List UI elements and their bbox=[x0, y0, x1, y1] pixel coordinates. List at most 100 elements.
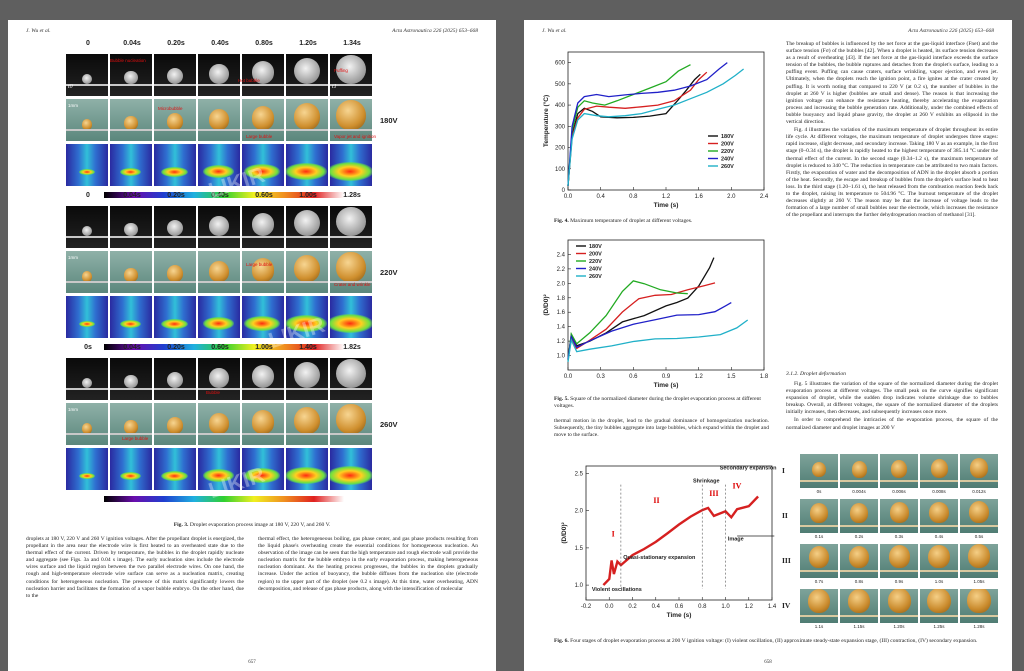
color-droplet-image bbox=[286, 99, 328, 141]
electrode-wire bbox=[330, 129, 372, 131]
grayscale-droplet-image bbox=[66, 54, 108, 96]
droplet-image-tile bbox=[880, 499, 918, 533]
thermal-image bbox=[286, 448, 328, 490]
image-time-label: 0.1s bbox=[814, 534, 824, 539]
color-droplet-image bbox=[330, 251, 372, 293]
grayscale-droplet-image bbox=[154, 54, 196, 96]
series-line bbox=[567, 64, 691, 186]
droplet-shape bbox=[166, 112, 184, 130]
electrode-wire bbox=[330, 388, 372, 390]
thermal-image bbox=[110, 448, 152, 490]
color-droplet-image bbox=[154, 403, 196, 445]
scale-bar-label: 1mm bbox=[68, 407, 78, 412]
droplet-shape bbox=[848, 545, 870, 569]
electrode-wire bbox=[198, 388, 240, 390]
annotation-puffing: Puffing bbox=[334, 68, 348, 73]
grayscale-droplet-image bbox=[110, 54, 152, 96]
electrode-wire bbox=[880, 615, 918, 617]
droplet-shape bbox=[244, 316, 281, 331]
figure-4-caption-text: Maximum temperature of droplet at differ… bbox=[570, 218, 693, 224]
annotation-secondary-expansion: Secondary expansion bbox=[720, 466, 777, 472]
figure-6-chart: -0.2 0.0 0.2 0.4 0.6 0.8 1.0 1.2 1.4 1.0 1.5 2.0 2.5… bbox=[561, 465, 777, 619]
droplet-image-tile bbox=[920, 499, 958, 533]
x-axis-title: Time (s) bbox=[654, 382, 679, 389]
series-line bbox=[567, 71, 708, 186]
column-time-label: 0 bbox=[86, 40, 90, 47]
thermal-image bbox=[66, 144, 108, 186]
column-time-label: 0.80s bbox=[255, 40, 273, 47]
droplet-shape bbox=[294, 407, 320, 435]
column-time-label: 0s bbox=[84, 344, 92, 351]
color-droplet-image bbox=[66, 99, 108, 141]
running-header-journal: Acta Astronautica 226 (2025) 653–668 bbox=[392, 28, 478, 34]
droplet-shape bbox=[286, 163, 327, 180]
figure-5-caption-text: Square of the normalized diameter during… bbox=[554, 396, 761, 409]
legend-entry: 240V bbox=[721, 157, 734, 163]
left-column-2: thermal effect, the heterogeneous boilin… bbox=[258, 536, 478, 594]
figure-6-caption-label: Fig. 6. bbox=[554, 638, 569, 644]
figure-5-caption-label: Fig. 5. bbox=[554, 396, 569, 402]
electrode-wire bbox=[840, 570, 878, 572]
grayscale-droplet-image bbox=[66, 206, 108, 248]
x-tick-label: 0.8 bbox=[629, 194, 638, 200]
electrode-wire bbox=[154, 84, 196, 86]
y-tick-label: 2.4 bbox=[557, 252, 566, 258]
droplet-shape bbox=[928, 544, 950, 569]
droplet-image-tile bbox=[800, 499, 838, 533]
image-time-label: 0.004s bbox=[852, 489, 866, 494]
droplet-shape bbox=[336, 251, 366, 283]
electrode-wire bbox=[154, 129, 196, 131]
droplet-image-tile bbox=[840, 589, 878, 623]
electrode-wire bbox=[66, 281, 108, 283]
page-number-left: 657 bbox=[248, 660, 256, 665]
droplet-shape bbox=[209, 64, 229, 84]
color-droplet-image bbox=[242, 99, 284, 141]
droplet-shape bbox=[161, 166, 188, 177]
series-line bbox=[567, 280, 688, 361]
left-col1-paragraph: droplets at 180 V, 220 V and 260 V ignit… bbox=[26, 536, 244, 599]
electrode-wire bbox=[286, 433, 328, 435]
electrode-wire bbox=[110, 281, 152, 283]
stage-label-iii: III bbox=[709, 489, 718, 498]
electrode-wire bbox=[110, 388, 152, 390]
column-time-label: 1.00s bbox=[255, 344, 273, 351]
legend-entry: 220V bbox=[589, 259, 602, 265]
droplet-image-tile bbox=[920, 589, 958, 623]
droplet-shape bbox=[809, 546, 829, 568]
droplet-shape bbox=[330, 162, 372, 181]
droplet-shape bbox=[336, 99, 366, 131]
electrode-wire bbox=[960, 480, 998, 482]
grayscale-droplet-image bbox=[330, 54, 372, 96]
droplet-shape bbox=[202, 165, 235, 178]
color-droplet-image bbox=[110, 251, 152, 293]
temperature-colorbar bbox=[104, 192, 344, 198]
grayscale-droplet-image bbox=[242, 358, 284, 400]
x-tick-label: 1.2 bbox=[745, 604, 754, 610]
electrode-wire bbox=[286, 236, 328, 238]
figure-3: 0 0.04s 0.20s 0.40s 0.80s 1.20s 1.34s 1mm 180V 0 0… bbox=[8, 20, 496, 540]
column-time-label: 0.40s bbox=[211, 40, 229, 47]
thermal-image bbox=[242, 296, 284, 338]
grayscale-droplet-image bbox=[330, 358, 372, 400]
color-droplet-image bbox=[198, 251, 240, 293]
scale-bar-label: 1mm bbox=[68, 255, 78, 260]
thermal-image bbox=[198, 144, 240, 186]
droplet-shape bbox=[336, 403, 366, 435]
droplet-shape bbox=[161, 318, 188, 329]
color-droplet-image bbox=[154, 251, 196, 293]
x-tick-label: 0.0 bbox=[564, 194, 573, 200]
right-column-1-bottom: thermal motion in the droplet, lead to t… bbox=[554, 418, 769, 440]
grayscale-droplet-image bbox=[154, 358, 196, 400]
image-time-label: 0.9s bbox=[894, 579, 904, 584]
electrode-wire bbox=[198, 281, 240, 283]
droplet-shape bbox=[336, 358, 366, 388]
droplet-image-tile bbox=[920, 454, 958, 488]
annotation-image: Image bbox=[728, 536, 744, 542]
color-droplet-image bbox=[110, 403, 152, 445]
image-time-label: 1.1s bbox=[814, 624, 824, 629]
droplet-image-tile bbox=[880, 589, 918, 623]
image-time-label: 0.012s bbox=[972, 489, 986, 494]
droplet-shape bbox=[82, 119, 92, 130]
droplet-shape bbox=[161, 470, 188, 481]
voltage-label: 180V bbox=[380, 116, 398, 125]
